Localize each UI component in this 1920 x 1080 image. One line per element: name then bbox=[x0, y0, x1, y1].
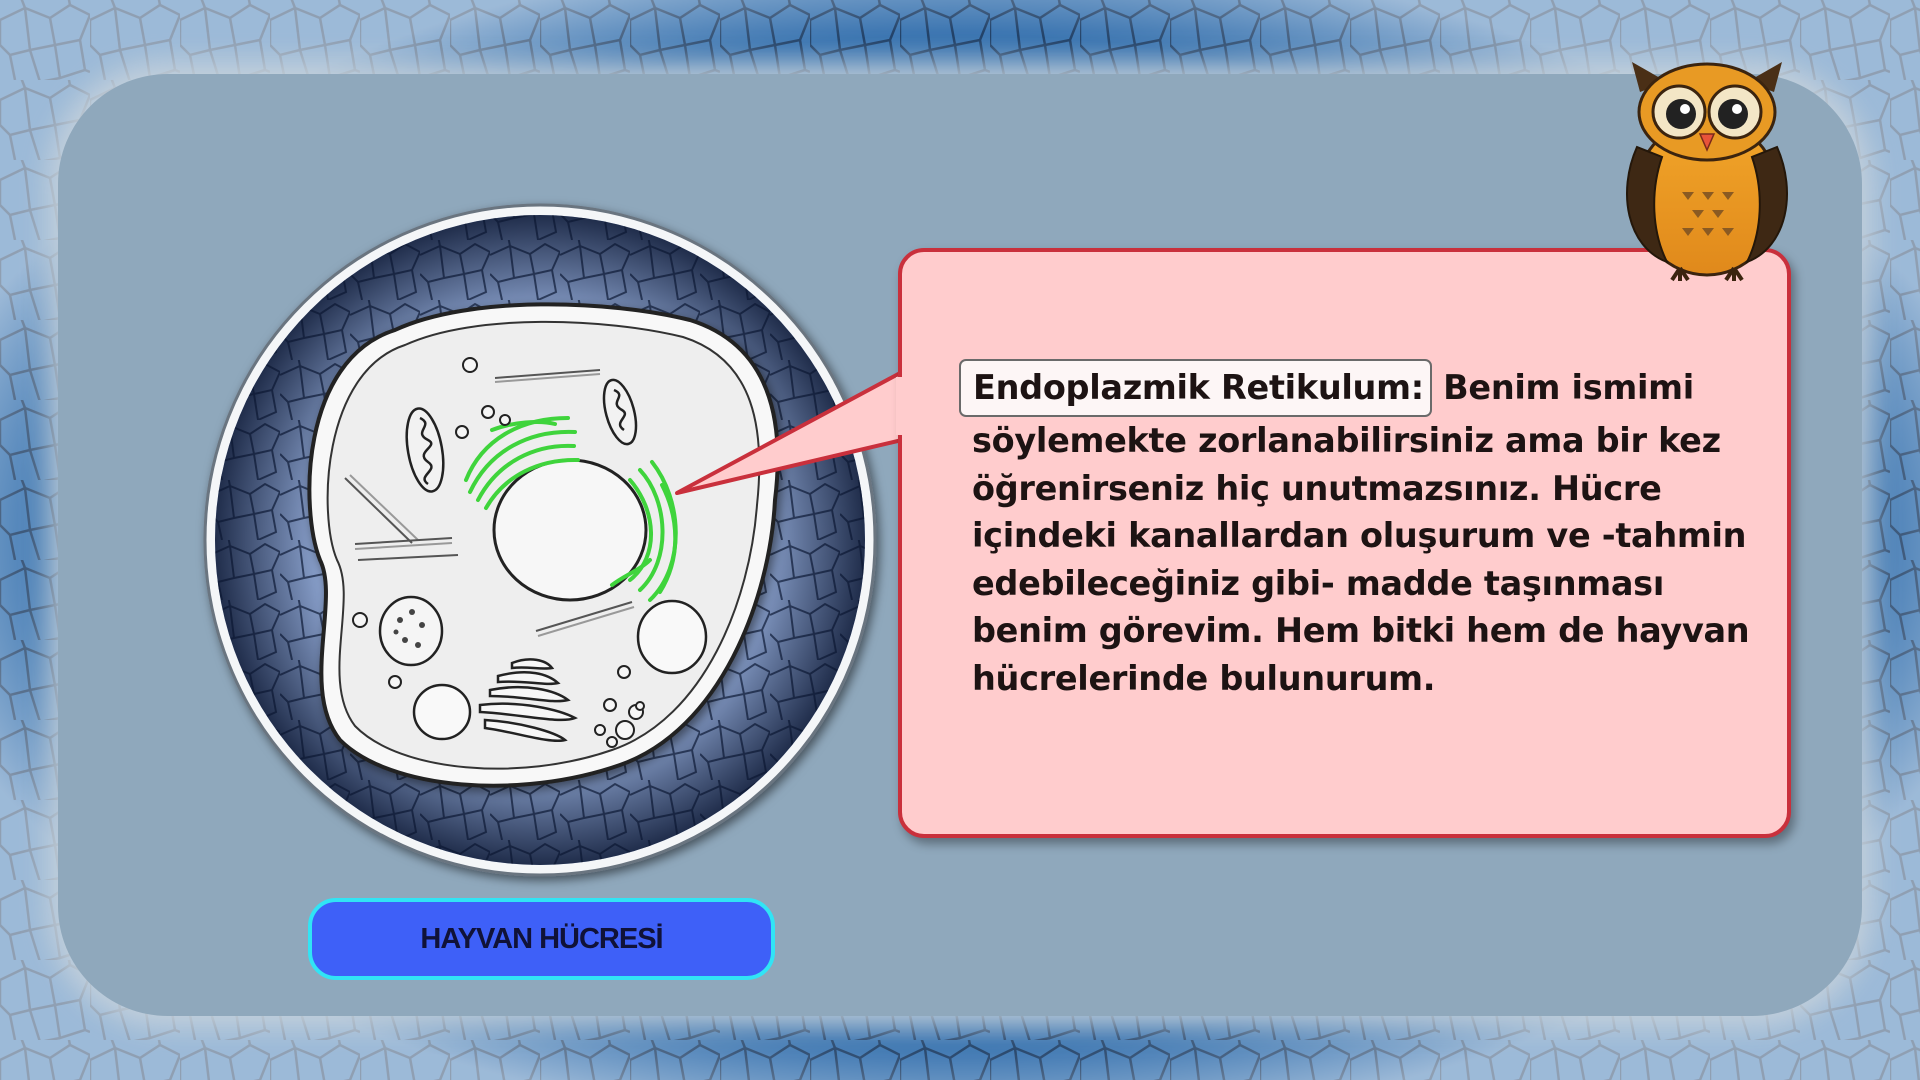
owl-mascot-icon bbox=[1626, 62, 1788, 282]
animal-cell-label: HAYVAN HÜCRESİ bbox=[420, 922, 663, 955]
tail-joint bbox=[896, 377, 906, 435]
organelle-description: Benim ismimi söylemekte zorlanabilirsini… bbox=[972, 368, 1750, 698]
endoplasmic-reticulum bbox=[464, 416, 678, 602]
speech-text: Endoplazmik Retikulum: Benim ismimi söyl… bbox=[959, 359, 1772, 702]
speech-bubble: Endoplazmik Retikulum: Benim ismimi söyl… bbox=[898, 248, 1791, 838]
animal-cell-label-button[interactable]: HAYVAN HÜCRESİ bbox=[308, 898, 775, 980]
organelle-term: Endoplazmik Retikulum: bbox=[959, 359, 1432, 417]
